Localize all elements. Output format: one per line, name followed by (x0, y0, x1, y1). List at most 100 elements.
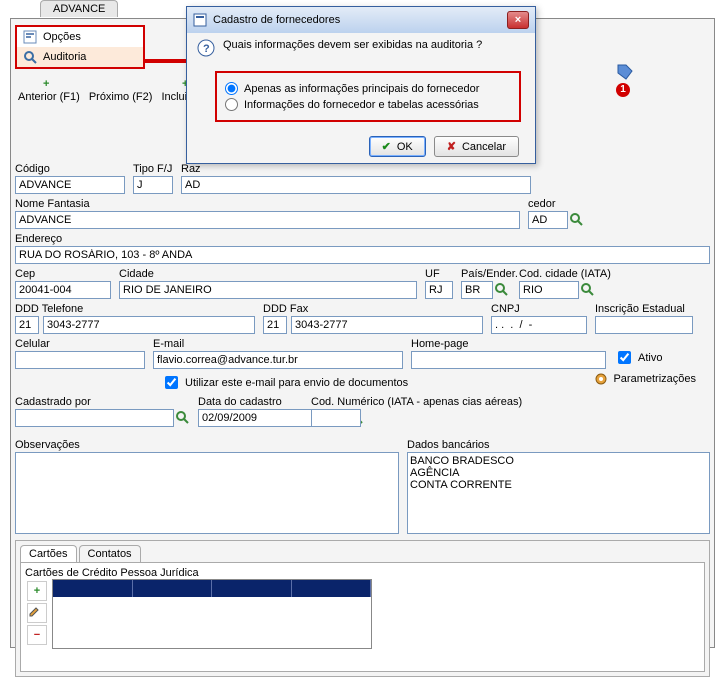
fornecedor-label: cedor (528, 198, 583, 210)
dialog-options: Apenas as informações principais do forn… (215, 71, 521, 122)
uf-input[interactable] (425, 281, 453, 299)
parametrizacoes-link[interactable]: Parametrizações (593, 371, 696, 387)
celular-input[interactable] (15, 351, 145, 369)
cidade-label: Cidade (119, 268, 417, 280)
tag-icon (616, 63, 636, 83)
dddtel-ddd-input[interactable] (15, 316, 39, 334)
emaildocs-label: Utilizar este e-mail para envio de docum… (185, 377, 408, 389)
iata-input[interactable] (519, 281, 579, 299)
subtabs-panel: Cartões Contatos Cartões de Crédito Pess… (15, 540, 710, 677)
obs-textarea[interactable] (15, 452, 399, 534)
dialog-close-button[interactable]: × (507, 11, 529, 29)
lookup-icon[interactable] (176, 411, 190, 425)
codigo-input[interactable] (15, 176, 125, 194)
dialog-title: Cadastro de fornecedores (213, 14, 340, 26)
cnpj-input[interactable] (491, 316, 587, 334)
subtab-label: Contatos (88, 548, 132, 560)
tipofj-input[interactable] (133, 176, 173, 194)
arrow-right-icon (112, 73, 130, 91)
grid-add-button[interactable]: + (27, 581, 47, 601)
grid-body[interactable] (53, 597, 371, 649)
dddtel-num-input[interactable] (43, 316, 255, 334)
context-menu: Opções Auditoria (15, 25, 145, 69)
ativo-checkbox[interactable] (618, 351, 631, 364)
menu-item-label: Auditoria (43, 51, 86, 63)
notification-badge: 1 (616, 83, 630, 97)
dddfax-label: DDD Fax (263, 303, 483, 315)
toolbar-label: Anterior (F1) (18, 91, 80, 103)
subtab-content: Cartões de Crédito Pessoa Jurídica + − (20, 562, 705, 672)
cards-grid[interactable] (52, 579, 372, 649)
dddfax-ddd-input[interactable] (263, 316, 287, 334)
emaildocs-checkbox[interactable] (165, 376, 178, 389)
nomefantasia-input[interactable] (15, 211, 520, 229)
cadastradopor-input[interactable] (15, 409, 174, 427)
menu-item-opcoes[interactable]: Opções (17, 27, 143, 47)
main-tab-label: ADVANCE (53, 3, 105, 15)
form-area: Código Tipo F/J Raz Nome Fantasia cedor (15, 163, 710, 677)
subtab-label: Cartões (29, 548, 68, 560)
codnum-label: Cod. Numérico (IATA - apenas cias aéreas… (311, 396, 551, 408)
grid-header (53, 580, 371, 597)
lookup-icon[interactable] (495, 283, 509, 297)
endereco-input[interactable] (15, 246, 710, 264)
audit-icon (23, 50, 37, 64)
nomefantasia-label: Nome Fantasia (15, 198, 520, 210)
pais-input[interactable] (461, 281, 493, 299)
razao-label: Raz (181, 163, 531, 175)
parametrizacoes-label: Parametrizações (613, 373, 696, 385)
cnpj-label: CNPJ (491, 303, 587, 315)
subtab-cartoes[interactable]: Cartões (20, 545, 77, 562)
radio-acessorias[interactable] (225, 98, 238, 111)
cep-input[interactable] (15, 281, 111, 299)
toolbar-anterior[interactable]: + Anterior (F1) (18, 73, 80, 103)
dialog-cancel-button[interactable]: ✘ Cancelar (434, 136, 519, 157)
codnum-input[interactable] (311, 409, 361, 427)
groupbox-label: Cartões de Crédito Pessoa Jurídica (25, 567, 700, 579)
banco-textarea[interactable] (407, 452, 710, 534)
x-icon: ✘ (447, 140, 456, 153)
lookup-icon[interactable] (581, 283, 595, 297)
dialog-icon (193, 13, 207, 27)
svg-text:+: + (43, 78, 49, 90)
dialog-titlebar[interactable]: Cadastro de fornecedores × (187, 7, 535, 33)
tipofj-label: Tipo F/J (133, 163, 173, 175)
toolbar-proximo[interactable]: Próximo (F2) (89, 73, 153, 103)
lookup-icon[interactable] (570, 213, 584, 227)
uf-label: UF (425, 268, 453, 280)
email-input[interactable] (153, 351, 403, 369)
homepage-label: Home-page (411, 338, 606, 350)
toolbar-label: Próximo (F2) (89, 91, 153, 103)
homepage-input[interactable] (411, 351, 606, 369)
question-icon: ? (197, 39, 215, 57)
pais-label: País/Ender. (461, 268, 511, 280)
ie-input[interactable] (595, 316, 693, 334)
dddfax-num-input[interactable] (291, 316, 483, 334)
menu-item-label: Opções (43, 31, 81, 43)
subtab-contatos[interactable]: Contatos (79, 545, 141, 562)
audit-dialog: Cadastro de fornecedores × ? Quais infor… (186, 6, 536, 164)
razao-input[interactable] (181, 176, 531, 194)
endereco-label: Endereço (15, 233, 710, 245)
ie-label: Inscrição Estadual (595, 303, 693, 315)
main-tab[interactable]: ADVANCE (40, 0, 118, 17)
codigo-label: Código (15, 163, 125, 175)
grid-edit-button[interactable] (27, 603, 47, 623)
grid-delete-button[interactable]: − (27, 625, 47, 645)
fornecedor-input[interactable] (528, 211, 568, 229)
cidade-input[interactable] (119, 281, 417, 299)
dialog-ok-button[interactable]: ✔ OK (369, 136, 426, 157)
menu-item-auditoria[interactable]: Auditoria (17, 47, 143, 67)
radio-principal[interactable] (225, 82, 238, 95)
plus-icon: + (40, 73, 58, 91)
button-label: OK (397, 141, 413, 153)
dialog-body: ? Quais informações devem ser exibidas n… (187, 33, 535, 163)
ativo-label: Ativo (638, 352, 662, 364)
obs-label: Observações (15, 439, 399, 451)
svg-text:?: ? (203, 43, 210, 55)
gear-icon (593, 371, 609, 387)
dialog-prompt: Quais informações devem ser exibidas na … (223, 39, 482, 51)
iata-label: Cod. cidade (IATA) (519, 268, 619, 280)
notification-indicator[interactable]: 1 (616, 63, 636, 97)
options-icon (23, 30, 37, 44)
